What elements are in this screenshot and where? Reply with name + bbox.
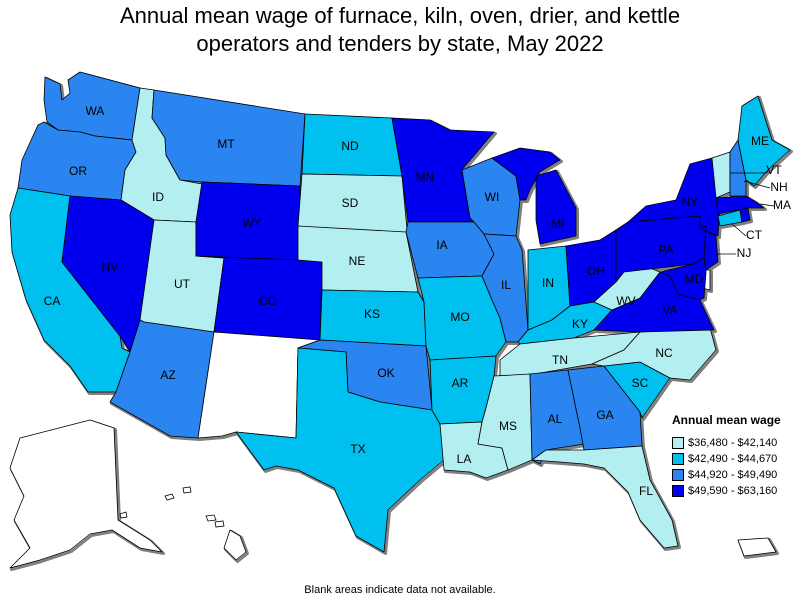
state-mt xyxy=(151,89,306,187)
legend-label: $36,480 - $42,140 xyxy=(688,437,778,449)
state-label-wy: WY xyxy=(242,216,261,230)
state-label-mi: MI xyxy=(551,217,564,231)
leader-line-ma xyxy=(759,203,775,207)
state-label-ut: UT xyxy=(174,277,191,291)
legend-title: Annual mean wage xyxy=(672,413,781,427)
state-shapes xyxy=(9,71,791,569)
map-title: Annual mean wage of furnace, kiln, oven,… xyxy=(0,2,800,58)
state-label-mo: MO xyxy=(450,310,469,324)
state-label-wv: WV xyxy=(616,294,635,308)
state-label-nd: ND xyxy=(341,139,359,153)
leader-line-nh xyxy=(743,180,771,189)
state-label-nv: NV xyxy=(102,260,119,274)
state-ak xyxy=(9,419,163,569)
legend-swatch xyxy=(672,485,684,497)
state-label-co: CO xyxy=(259,294,277,308)
state-label-tn: TN xyxy=(552,353,568,367)
state-label-nc: NC xyxy=(655,346,673,360)
label-leader-lines xyxy=(716,170,775,255)
state-label-ms: MS xyxy=(499,419,517,433)
state-ri xyxy=(739,207,751,223)
state-label-ne: NE xyxy=(349,254,366,268)
state-label-md: MD xyxy=(685,272,704,286)
legend-item: $42,490 - $44,670 xyxy=(672,451,800,467)
legend-item: $36,480 - $42,140 xyxy=(672,435,800,451)
state-az xyxy=(109,319,215,439)
legend-swatch xyxy=(672,453,684,465)
state-nc xyxy=(591,327,717,381)
state-label-la: LA xyxy=(457,452,472,466)
map-title-line-1: Annual mean wage of furnace, kiln, oven,… xyxy=(119,3,681,28)
state-label-vt: VT xyxy=(766,163,782,177)
state-label-mt: MT xyxy=(217,137,235,151)
island-shape xyxy=(182,486,192,494)
state-label-ar: AR xyxy=(452,376,469,390)
legend-item: $49,590 - $63,160 xyxy=(672,483,800,499)
state-label-mn: MN xyxy=(416,170,435,184)
map-title-line-2: operators and tenders by state, May 2022 xyxy=(196,31,604,56)
state-label-al: AL xyxy=(548,412,563,426)
state-label-sd: SD xyxy=(342,196,359,210)
state-label-ia: IA xyxy=(436,238,447,252)
legend-swatch xyxy=(672,469,684,481)
state-label-ga: GA xyxy=(596,408,613,422)
legend-label: $42,490 - $44,670 xyxy=(688,453,778,465)
legend-label: $44,920 - $49,490 xyxy=(688,469,778,481)
state-label-az: AZ xyxy=(160,368,175,382)
state-label-me: ME xyxy=(751,134,769,148)
state-mi xyxy=(491,147,577,245)
state-label-fl: FL xyxy=(639,484,653,498)
legend-swatch xyxy=(672,437,684,449)
state-il xyxy=(481,233,529,343)
state-label-pa: PA xyxy=(658,243,673,257)
leader-line-vt xyxy=(765,170,769,174)
state-label-ks: KS xyxy=(364,307,380,321)
state-label-ca: CA xyxy=(44,294,61,308)
state-label-va: VA xyxy=(662,303,677,317)
island-shapes xyxy=(119,486,225,528)
state-label-ok: OK xyxy=(377,366,394,380)
state-label-tx: TX xyxy=(350,442,365,456)
state-md xyxy=(659,257,707,301)
state-label-ky: KY xyxy=(572,317,588,331)
state-label-wi: WI xyxy=(485,190,500,204)
state-nh xyxy=(729,139,747,197)
island-shape xyxy=(214,520,225,528)
state-label-wa: WA xyxy=(86,104,105,118)
island-shape xyxy=(205,514,217,522)
state-tx xyxy=(235,347,445,553)
state-label-or: OR xyxy=(69,164,87,178)
state-hi xyxy=(223,529,247,561)
state-label-ct: CT xyxy=(746,228,763,242)
state-label-ma: MA xyxy=(773,198,791,212)
state-label-sc: SC xyxy=(632,376,649,390)
us-choropleth-map: WA OR CA ID NV UT AZ MT WY CO ND SD NE KS OK TX MN IA MO AR… xyxy=(9,71,793,571)
footnote: Blank areas indicate data not available. xyxy=(304,584,496,596)
legend-item: $44,920 - $49,490 xyxy=(672,467,800,483)
state-label-nh: NH xyxy=(770,180,787,194)
leader-line-ct xyxy=(731,223,747,237)
state-label-nj: NJ xyxy=(737,246,752,260)
state-label-id: ID xyxy=(152,190,164,204)
island-shape xyxy=(164,493,175,501)
state-label-il: IL xyxy=(501,278,511,292)
island-shape xyxy=(119,511,128,519)
state-label-in: IN xyxy=(542,276,554,290)
legend: Annual mean wage $36,480 - $42,140 $42,4… xyxy=(672,413,800,499)
legend-label: $49,590 - $63,160 xyxy=(688,485,778,497)
state-label-ny: NY xyxy=(682,195,699,209)
state-label-oh: OH xyxy=(587,264,605,278)
state-pr xyxy=(737,537,777,557)
state-fl xyxy=(531,445,679,549)
state-labels: WA OR CA ID NV UT AZ MT WY CO ND SD NE KS OK TX MN IA MO AR… xyxy=(44,104,791,498)
